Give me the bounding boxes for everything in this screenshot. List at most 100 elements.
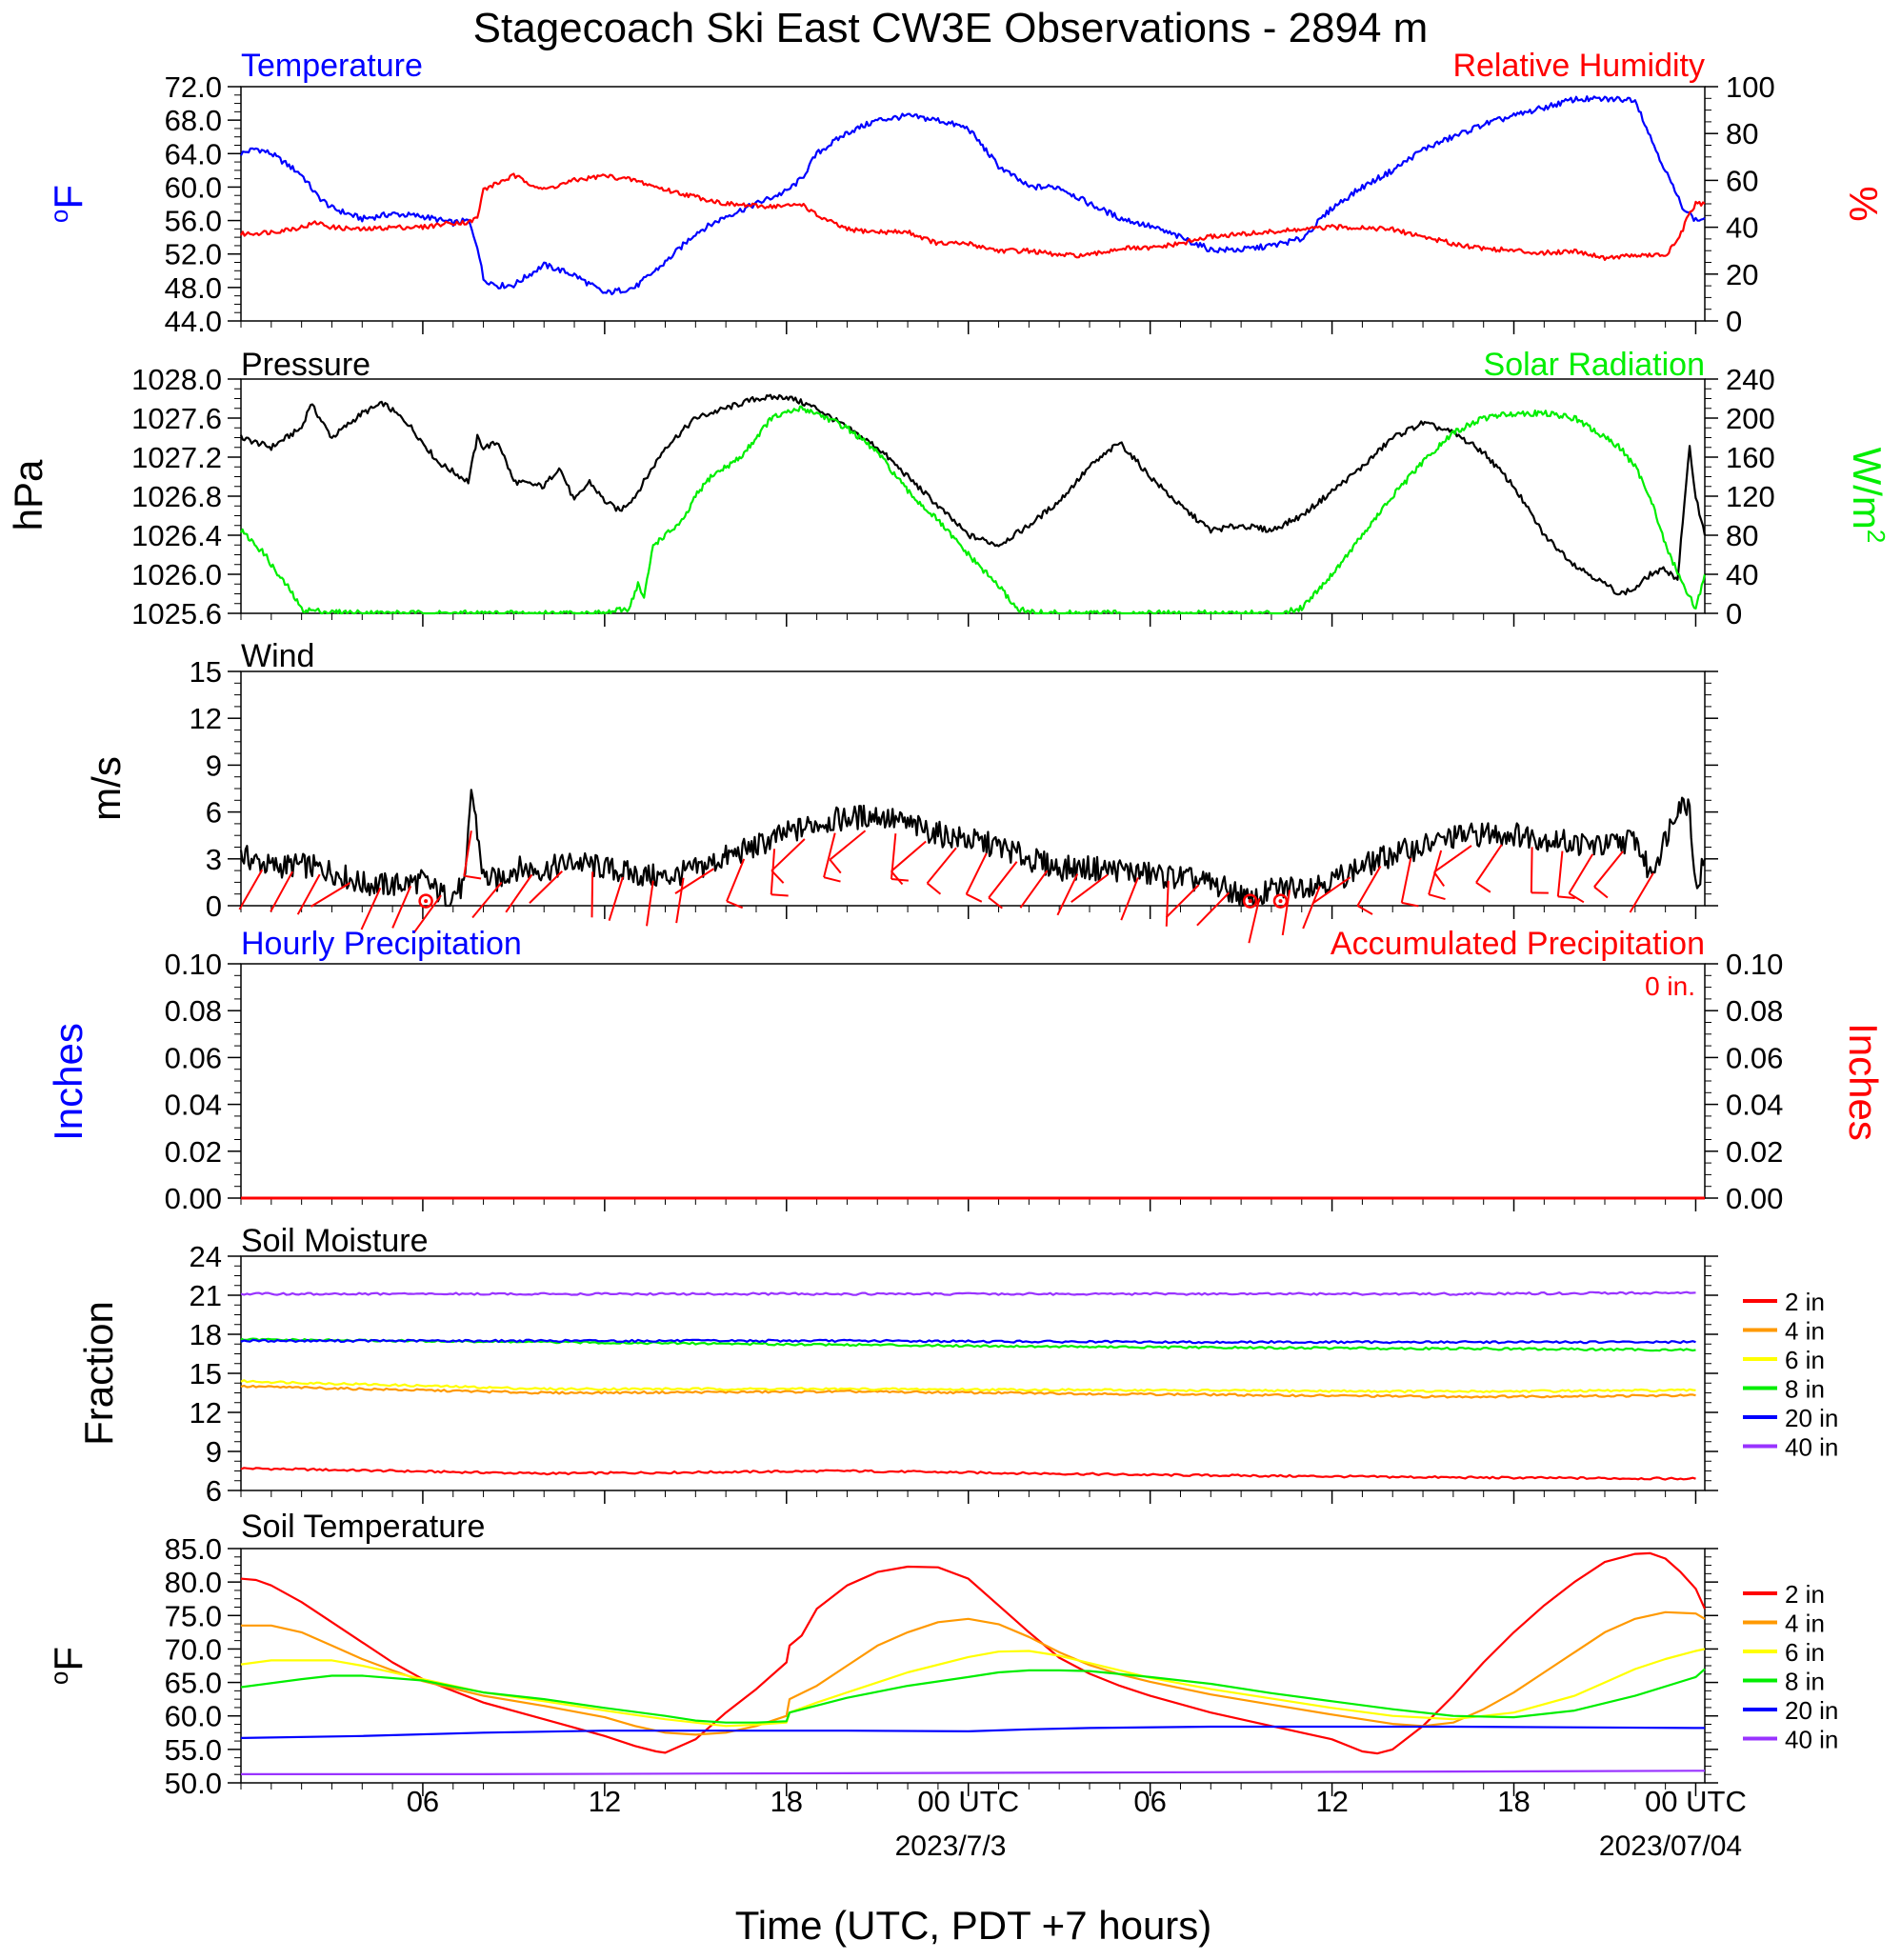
y-left-tick-label: 64.0 <box>165 137 222 170</box>
y-left-tick-label: 15 <box>190 655 222 689</box>
y-left-tick-label: 0.04 <box>165 1089 222 1122</box>
y-right-tick-label: 0.04 <box>1726 1089 1783 1122</box>
x-tick-label: 12 <box>1315 1785 1348 1818</box>
x-tick-label: 12 <box>589 1785 621 1818</box>
y-right-tick-label: 0.10 <box>1726 948 1783 981</box>
wind-barb-flag <box>890 870 904 886</box>
wind-barb <box>1071 873 1109 903</box>
wind-barb <box>360 887 382 930</box>
wind-calm-circle <box>1272 893 1289 909</box>
panel-soil-temperature: Soil Temperature 85.080.075.070.065.060.… <box>45 1509 1838 1800</box>
y-right-tick-label: 80 <box>1726 117 1758 150</box>
y-right-tick-label: 40 <box>1726 211 1758 245</box>
wind-barb <box>1019 870 1049 909</box>
y-right-tick-label: 100 <box>1726 70 1775 104</box>
y-right-tick-label: 0 <box>1726 597 1742 630</box>
series-line-wind <box>239 789 1707 908</box>
series-line-2-in <box>240 1551 1707 1755</box>
wind-barb <box>1530 847 1533 893</box>
y-right-tick-label: 60 <box>1726 164 1758 197</box>
y-left-tick-label: 0.06 <box>165 1041 222 1074</box>
y-left-tick-label: 68.0 <box>165 104 222 137</box>
x-tick-label: 18 <box>1497 1785 1530 1818</box>
wind-barb <box>1165 880 1170 927</box>
hourly-precip-title: Hourly Precipitation <box>241 926 522 962</box>
soil-moisture-unit-label: Fraction <box>76 1301 121 1446</box>
legend-label: 40 in <box>1785 1433 1838 1462</box>
wind-barb-flag <box>1568 892 1585 904</box>
y-left-tick-label: 1027.6 <box>131 402 222 435</box>
y-left-tick-label: 15 <box>190 1357 222 1390</box>
wind-barb <box>1356 865 1382 907</box>
pressure-title: Pressure <box>241 347 370 383</box>
legend-label: 20 in <box>1785 1696 1838 1725</box>
accum-precip-title: Accumulated Precipitation <box>1331 926 1705 962</box>
wind-barb-flag <box>966 892 983 903</box>
date-label-2: 2023/07/04 <box>1599 1830 1742 1862</box>
legend-label: 4 in <box>1785 1317 1825 1346</box>
date-label-1: 2023/7/3 <box>895 1830 1007 1862</box>
wind-barb <box>1311 876 1351 905</box>
y-left-tick-label: 9 <box>206 749 222 782</box>
y-left-tick-label: 0 <box>206 890 222 923</box>
legend-label: 8 in <box>1785 1668 1825 1696</box>
wind-barb <box>965 852 988 895</box>
wind-barb <box>529 870 564 904</box>
y-right-tick-label: 160 <box>1726 441 1775 474</box>
wind-barb-flag <box>726 900 744 910</box>
solar-unit-label: W/m2 <box>1845 448 1891 544</box>
wind-barb-flag <box>1557 895 1575 900</box>
y-left-tick-label: 65.0 <box>165 1667 222 1700</box>
series-line-6-in <box>240 1379 1696 1394</box>
y-left-tick-label: 52.0 <box>165 238 222 271</box>
legend-label: 2 in <box>1785 1580 1825 1609</box>
wind-barb-flag <box>1475 881 1491 893</box>
y-left-tick-label: 70.0 <box>165 1632 222 1666</box>
wind-barb <box>270 870 293 912</box>
y-right-tick-label: 120 <box>1726 480 1775 513</box>
precip-plot <box>240 1196 1705 1211</box>
wind-barb <box>1165 884 1200 918</box>
y-left-tick-label: 0.08 <box>165 994 222 1028</box>
y-left-tick-label: 60.0 <box>165 170 222 204</box>
wind-barb-flag <box>770 893 789 897</box>
wind-barb <box>1475 844 1503 884</box>
y-left-tick-label: 48.0 <box>165 271 222 305</box>
soil-temperature-left-ticks: 85.080.075.070.065.060.055.050.0 <box>165 1532 241 1800</box>
wind-barb <box>823 832 836 878</box>
series-line-relative-humidity <box>240 172 1706 261</box>
soil-moisture-left-ticks: 24 21 18 15 12 9 6 <box>190 1240 241 1508</box>
wind-barb-flag <box>829 859 842 874</box>
panel-precip: Hourly Precipitation Accumulated Precipi… <box>46 926 1886 1215</box>
y-left-tick-label: 6 <box>206 796 222 830</box>
series-line-20-in <box>240 1725 1706 1739</box>
temp-rh-right-ticks: 100 80 60 40 20 0 <box>1705 70 1775 338</box>
wind-barb <box>310 882 351 908</box>
wind-barb <box>1400 857 1412 904</box>
wind-barb <box>471 881 503 919</box>
wind-barb <box>1056 873 1079 916</box>
y-left-tick-label: 1025.6 <box>131 597 222 630</box>
y-left-tick-label: 24 <box>190 1240 222 1273</box>
y-left-tick-label: 0.00 <box>165 1182 222 1215</box>
wind-barb-flag <box>464 874 482 880</box>
temp-rh-plot <box>240 95 1706 334</box>
y-left-tick-label: 85.0 <box>165 1532 222 1566</box>
wind-left-ticks: 15 12 9 6 3 0 <box>190 655 241 923</box>
y-left-tick-label: 6 <box>206 1474 222 1508</box>
panel-temp-rh: Temperature Relative Humidity 72.068.064… <box>45 48 1886 338</box>
temperature-title: Temperature <box>241 48 423 84</box>
legend-label: 6 in <box>1785 1638 1825 1667</box>
wind-barb-flag <box>1432 871 1446 888</box>
x-tick-label: 00 UTC <box>1645 1785 1747 1818</box>
wind-unit-label: m/s <box>84 756 129 821</box>
temp-unit-label: oF <box>45 185 90 223</box>
y-left-tick-label: 1026.4 <box>131 519 222 552</box>
wind-barb <box>1556 850 1564 897</box>
x-tick-label: 06 <box>407 1785 439 1818</box>
soil-moisture-title: Soil Moisture <box>241 1223 429 1259</box>
wind-barb <box>1593 850 1624 888</box>
